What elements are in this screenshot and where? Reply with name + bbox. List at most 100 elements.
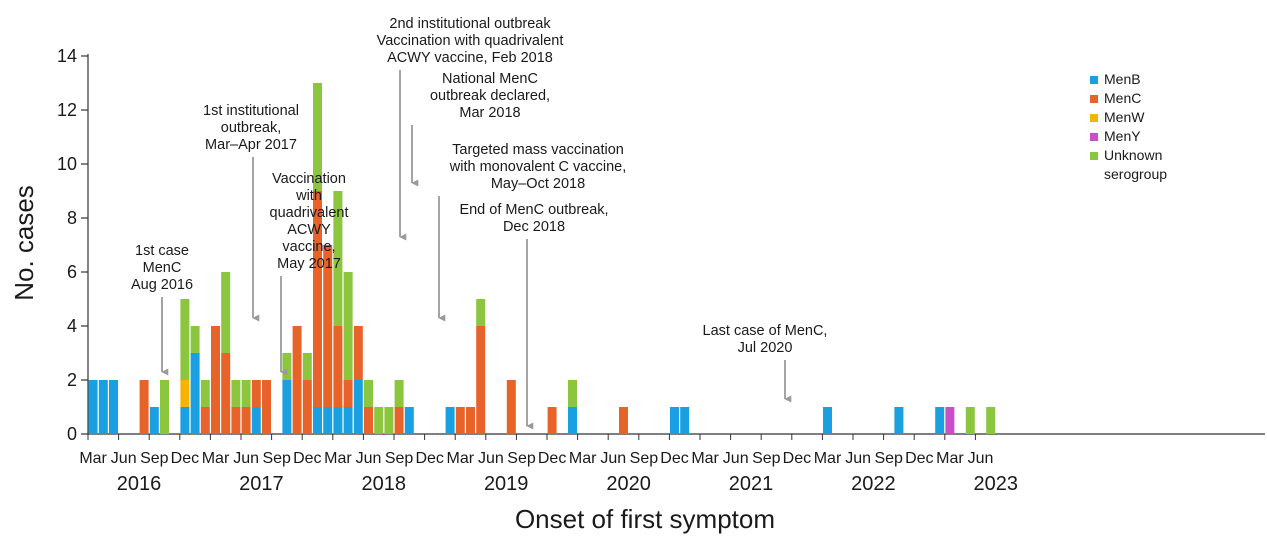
bar-segment-menc: [251, 380, 261, 407]
annotation-text: End of MenC outbreak, Dec 2018: [459, 202, 608, 235]
x-tick-label: Sep: [262, 450, 291, 467]
x-tick-label: Dec: [293, 450, 321, 467]
bar-segment-menc: [394, 407, 404, 434]
legend-swatch-menb: [1090, 76, 1098, 84]
bar-segment-unknown: [384, 407, 394, 434]
legend-swatch-meny: [1090, 133, 1098, 141]
x-tick-label: Mar: [814, 450, 842, 467]
y-tick-label: 8: [67, 208, 77, 228]
bar-segment-menc: [547, 407, 557, 434]
bar-segment-menc: [241, 407, 251, 434]
bar-segment-menw: [180, 380, 190, 407]
bar-segment-menc: [506, 380, 516, 434]
bar-segment-menc: [302, 380, 312, 434]
bar-segment-menb: [313, 407, 322, 434]
y-tick-label: 4: [67, 316, 77, 336]
bar-segment-menb: [568, 407, 577, 434]
bar-segment-unknown: [200, 380, 210, 407]
x-tick-label: Mar: [691, 450, 719, 467]
legend-label: Unknown: [1104, 147, 1162, 163]
x-tick-label: Mar: [79, 450, 107, 467]
bar-segment-menb: [404, 407, 414, 434]
x-tick-label: Mar: [569, 450, 597, 467]
x-tick-label: Mar: [447, 450, 475, 467]
bar-segment-menc: [364, 407, 373, 434]
bar-segment-menc: [211, 326, 220, 434]
legend: MenB MenC MenW MenY Unknown serogroup: [1090, 71, 1167, 182]
x-tick-label: Dec: [171, 450, 199, 467]
x-tick-label: Mar: [936, 450, 964, 467]
y-tick-label: 0: [67, 424, 77, 444]
legend-label: serogroup: [1104, 166, 1167, 182]
bar-segment-menc: [619, 407, 628, 434]
legend-swatch-menc: [1090, 95, 1098, 103]
annotation-text: 2nd institutional outbreak Vaccination wi…: [377, 16, 564, 66]
bar-segment-menb: [894, 407, 904, 434]
legend-label: MenY: [1104, 128, 1141, 144]
bar-segment-unknown: [394, 380, 404, 407]
y-axis-title: No. cases: [9, 185, 39, 301]
x-tick-label: Dec: [783, 450, 811, 467]
y-tick-label: 14: [57, 46, 77, 66]
bar-segment-menb: [190, 353, 200, 434]
bar-segment-menb: [445, 407, 455, 434]
x-tick-label: Jun: [723, 450, 749, 467]
bar-segment-unknown: [241, 380, 251, 407]
x-tick-label: Sep: [140, 450, 169, 467]
bar-segment-unknown: [231, 380, 241, 407]
bar-segment-menb: [823, 407, 832, 434]
year-label: 2021: [729, 473, 774, 495]
year-label: 2023: [974, 473, 1019, 495]
y-tick-label: 12: [57, 100, 77, 120]
x-tick-label: Mar: [324, 450, 352, 467]
bar-segment-menb: [149, 407, 159, 434]
x-tick-label: Jun: [845, 450, 871, 467]
year-label: 2018: [362, 473, 407, 495]
x-tick-label: Sep: [874, 450, 903, 467]
legend-label: MenW: [1104, 109, 1145, 125]
bar-segment-unknown: [282, 353, 292, 380]
x-tick-label: Jun: [968, 450, 994, 467]
bar-segment-menc: [455, 407, 465, 434]
bar-segment-unknown: [343, 272, 353, 380]
bar-segment-menc: [466, 407, 475, 434]
x-tick-label: Jun: [233, 450, 259, 467]
bar-segment-menc: [313, 191, 322, 407]
annotations: 1st case MenC Aug 2016 1st institutional out…: [131, 16, 827, 430]
bar-segment-unknown: [180, 299, 190, 380]
bar-segment-unknown: [568, 380, 577, 407]
x-tick-label: Dec: [905, 450, 933, 467]
bar-segment-unknown: [476, 299, 486, 326]
year-label: 2016: [117, 473, 162, 495]
bars: [88, 83, 996, 434]
x-tick-label: Mar: [202, 450, 230, 467]
bar-segment-menb: [88, 380, 98, 434]
bar-segment-menb: [680, 407, 690, 434]
bar-segment-menc: [292, 326, 302, 434]
bar-segment-unknown: [986, 407, 996, 434]
bar-segment-unknown: [190, 326, 200, 353]
bar-segment-menc: [476, 326, 486, 434]
bar-segment-unknown: [302, 353, 312, 380]
bar-segment-unknown: [313, 83, 322, 191]
bar-segment-unknown: [221, 272, 231, 353]
bar-segment-menc: [353, 326, 363, 380]
x-tick-label: Sep: [752, 450, 781, 467]
bar-segment-menc: [262, 380, 271, 434]
bar-segment-unknown: [160, 380, 169, 434]
legend-label: MenC: [1104, 90, 1141, 106]
x-tick-label: Jun: [478, 450, 504, 467]
annotation-text: 1st case MenC Aug 2016: [131, 243, 193, 293]
bar-segment-menb: [282, 380, 292, 434]
bar-segment-unknown: [374, 407, 384, 434]
bar-segment-menc: [200, 407, 210, 434]
x-tick-label: Sep: [507, 450, 536, 467]
legend-swatch-unknown: [1090, 152, 1098, 160]
annotation-text: 1st institutional outbreak, Mar–Apr 2017: [203, 103, 299, 153]
bar-segment-menb: [353, 380, 363, 434]
bar-segment-menc: [139, 380, 149, 434]
x-tick-label: Dec: [538, 450, 566, 467]
bar-segment-menc: [323, 245, 333, 407]
